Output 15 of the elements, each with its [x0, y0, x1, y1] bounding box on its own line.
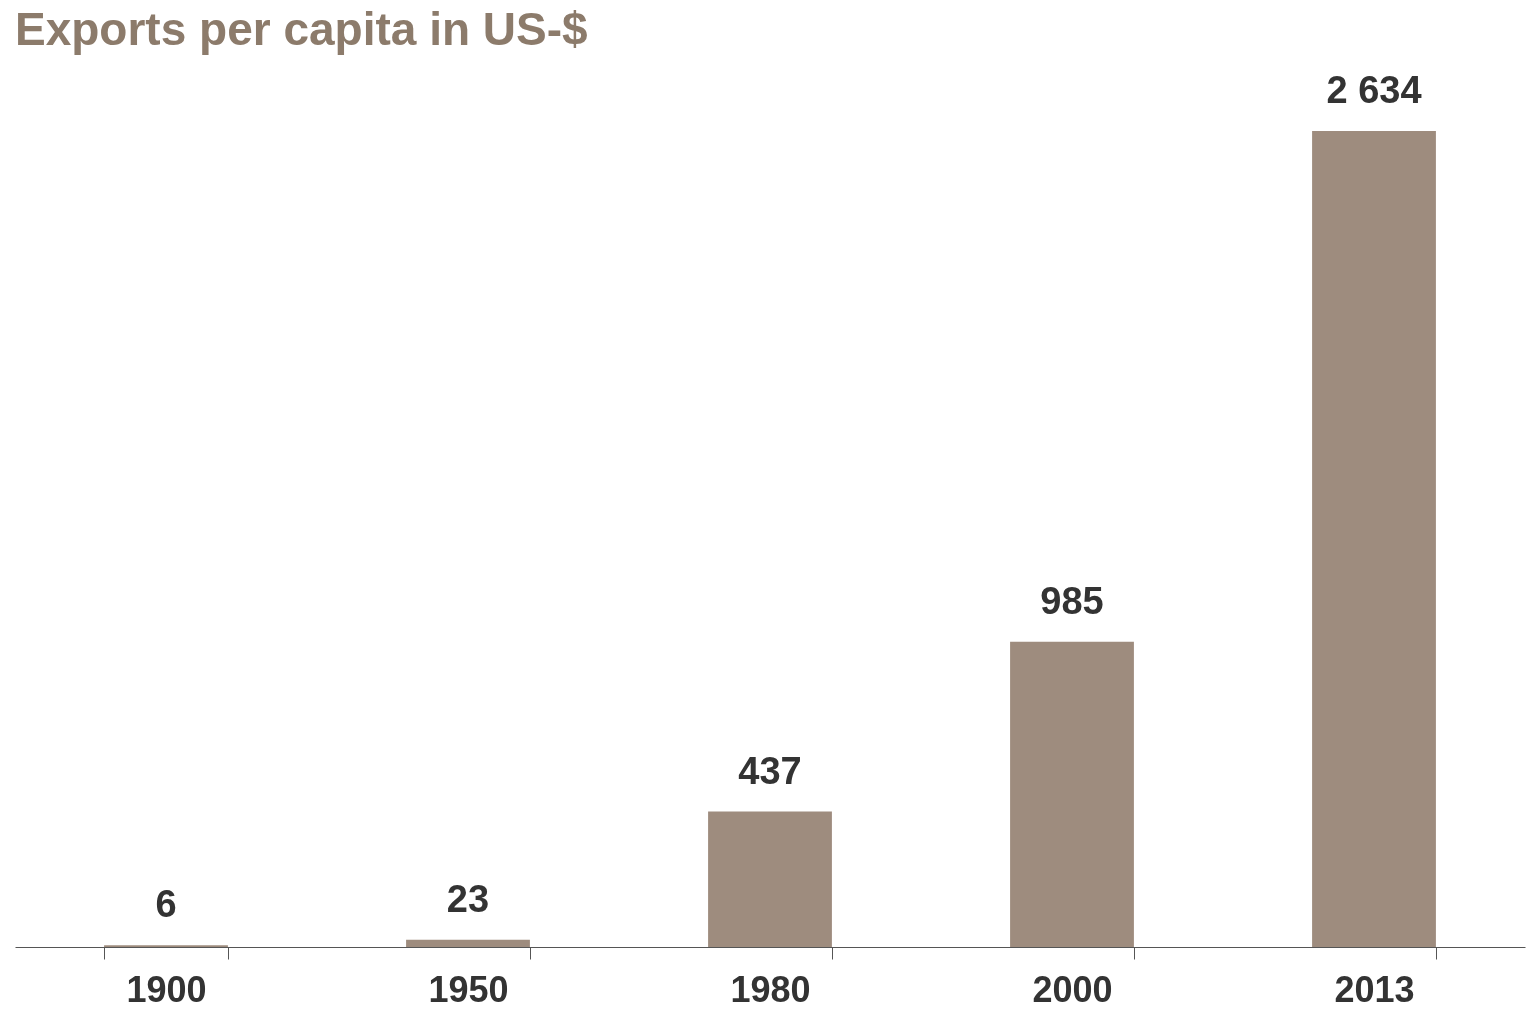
data-label: 985	[1040, 579, 1104, 622]
chart-title: Exports per capita in US-$	[15, 3, 588, 55]
bar	[1010, 641, 1134, 947]
bar	[708, 811, 832, 947]
x-tick-label: 2013	[1334, 968, 1415, 1010]
bar	[1312, 131, 1436, 947]
bar	[406, 939, 530, 947]
x-tick-label: 2000	[1032, 968, 1113, 1010]
x-tick-label: 1950	[428, 968, 509, 1010]
data-label: 23	[446, 877, 490, 920]
data-label: 437	[738, 749, 802, 792]
data-label: 2 634	[1326, 69, 1422, 111]
data-label: 6	[155, 883, 177, 926]
x-tick-label: 1900	[126, 968, 207, 1010]
x-tick-label: 1980	[730, 968, 811, 1010]
